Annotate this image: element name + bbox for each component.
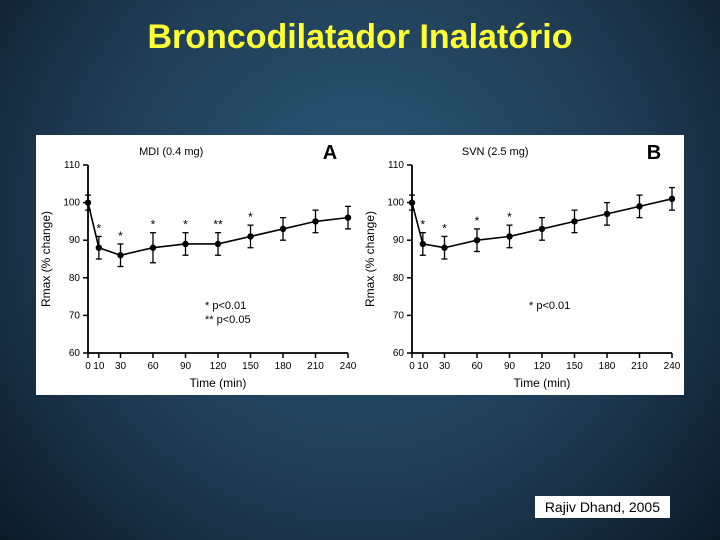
svg-text:150: 150 [566,361,583,372]
svg-text:180: 180 [275,361,292,372]
slide-root: Broncodilatador Inalatório 6070809010011… [0,0,720,540]
panel-b: 60 70 80 90 100 110 010 30 60 90 120 150 180 210 240 Ti… [360,135,684,395]
svg-text:0: 0 [85,361,91,372]
svg-text:0: 0 [409,361,415,372]
svg-text:10: 10 [417,361,429,372]
svg-text:*: * [248,210,253,224]
svg-text:*: * [507,210,512,224]
svg-text:120: 120 [210,361,227,372]
svg-text:SVN (2.5 mg): SVN (2.5 mg) [462,146,529,158]
svg-text:A: A [323,142,337,164]
svg-text:110: 110 [388,160,404,171]
svg-text:30: 30 [115,361,127,372]
svg-text:90: 90 [393,235,405,246]
svg-text:60: 60 [147,361,159,372]
svg-text:210: 210 [307,361,324,372]
svg-text:Rmax (% change): Rmax (% change) [39,211,53,307]
svg-text:*: * [118,229,123,243]
svg-text:70: 70 [69,310,81,321]
citation: Rajiv Dhand, 2005 [535,496,670,518]
svg-text:80: 80 [69,273,81,284]
svg-text:30: 30 [439,361,451,372]
svg-text:210: 210 [631,361,648,372]
svg-text:Time (min): Time (min) [190,376,247,390]
chart-area: 60708090100110010306090120150180210240Ti… [36,135,684,395]
panel-a: 60 70 80 90 100 110 010 30 60 90 120 150 180 210 240 Ti… [36,135,360,395]
svg-text:** p<0.05: ** p<0.05 [205,314,251,326]
svg-text:*: * [420,218,425,232]
svg-text:* p<0.01: * p<0.01 [529,300,570,312]
svg-text:**: ** [213,218,223,232]
svg-text:110: 110 [64,160,80,171]
svg-text:120: 120 [534,361,551,372]
svg-text:150: 150 [242,361,259,372]
svg-text:Time (min): Time (min) [514,376,571,390]
svg-text:60: 60 [471,361,483,372]
svg-text:MDI (0.4 mg): MDI (0.4 mg) [139,146,203,158]
svg-text:90: 90 [69,235,81,246]
svg-text:240: 240 [340,361,357,372]
svg-text:70: 70 [393,310,405,321]
svg-text:60: 60 [69,348,81,359]
svg-text:*: * [442,221,447,235]
svg-text:* p<0.01: * p<0.01 [205,300,246,312]
svg-text:10: 10 [93,361,105,372]
svg-text:100: 100 [387,198,404,209]
slide-title: Broncodilatador Inalatório [0,18,720,57]
svg-text:*: * [475,214,480,228]
svg-text:*: * [96,221,101,235]
svg-text:60: 60 [393,348,405,359]
svg-text:100: 100 [63,198,80,209]
svg-text:90: 90 [504,361,516,372]
svg-text:*: * [183,218,188,232]
svg-text:B: B [647,142,661,164]
svg-text:*: * [151,218,156,232]
svg-text:80: 80 [393,273,405,284]
svg-text:180: 180 [599,361,616,372]
svg-text:240: 240 [664,361,681,372]
svg-text:Rmax (% change): Rmax (% change) [363,211,377,307]
svg-text:90: 90 [180,361,192,372]
